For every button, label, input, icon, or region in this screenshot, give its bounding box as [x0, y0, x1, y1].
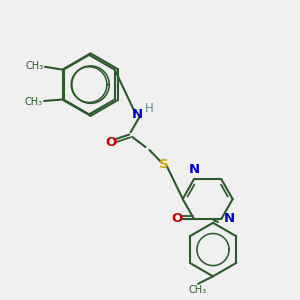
Text: CH₃: CH₃ — [25, 61, 44, 71]
Text: O: O — [171, 212, 182, 226]
Text: N: N — [132, 108, 143, 121]
Text: CH₃: CH₃ — [188, 285, 206, 295]
Text: N: N — [188, 163, 200, 176]
Text: H: H — [144, 103, 153, 116]
Text: CH₃: CH₃ — [24, 97, 43, 106]
Text: O: O — [105, 136, 116, 149]
Text: S: S — [160, 158, 169, 171]
Text: N: N — [224, 212, 235, 226]
